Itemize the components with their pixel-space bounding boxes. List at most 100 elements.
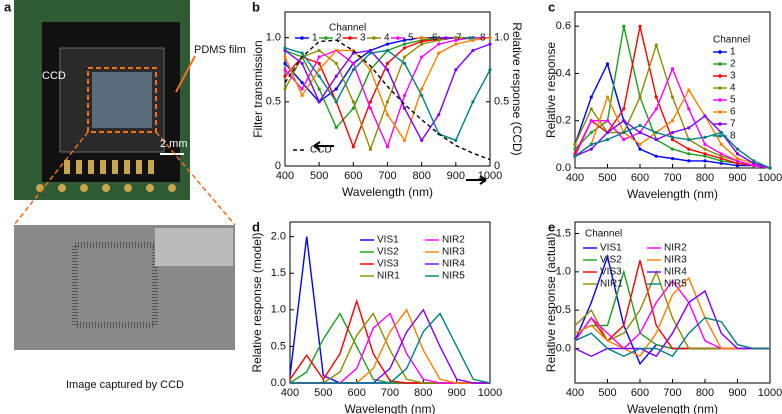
x-tick-label: 400 xyxy=(281,387,299,399)
legend-label: 8 xyxy=(730,131,736,142)
point xyxy=(437,113,441,117)
legend-label: NIR3 xyxy=(442,247,465,258)
point xyxy=(573,147,577,151)
legend-label: NIR1 xyxy=(377,271,400,282)
point xyxy=(638,95,642,99)
legend-title: Channel xyxy=(585,229,622,240)
point xyxy=(654,154,658,158)
point xyxy=(471,38,475,42)
point xyxy=(589,130,593,135)
point xyxy=(334,48,338,53)
point xyxy=(605,138,610,142)
point xyxy=(437,42,441,46)
point xyxy=(402,42,407,46)
x-tick-label: 1000 xyxy=(478,170,502,182)
point xyxy=(317,100,321,104)
axis-arrow xyxy=(466,175,487,185)
point xyxy=(687,138,691,142)
legend-marker xyxy=(718,98,722,102)
point xyxy=(454,138,458,142)
point xyxy=(605,130,610,135)
point xyxy=(351,100,355,104)
point xyxy=(488,42,492,46)
x-tick-label: 700 xyxy=(378,170,396,182)
y2-tick-label: 0.5 xyxy=(494,96,509,108)
legend-label: 6 xyxy=(432,33,438,44)
point xyxy=(317,68,321,72)
legend-label: NIR2 xyxy=(442,235,465,246)
point xyxy=(402,61,407,65)
legend-label: 7 xyxy=(456,33,462,44)
legend-marker xyxy=(718,110,722,114)
y-tick-label: 2.0 xyxy=(271,231,286,243)
point xyxy=(334,61,338,65)
point xyxy=(719,154,723,158)
legend-marker xyxy=(468,36,472,40)
point xyxy=(573,154,577,158)
point xyxy=(334,100,338,104)
y2-axis-label: Relative response (CCD) xyxy=(510,22,524,155)
point xyxy=(283,46,287,50)
point xyxy=(385,100,390,104)
series-line xyxy=(284,37,490,149)
point xyxy=(752,161,756,165)
point xyxy=(283,55,287,59)
point xyxy=(317,61,321,65)
y-tick-label: 0.5 xyxy=(266,96,281,108)
point xyxy=(471,48,475,53)
series-line xyxy=(284,37,491,142)
point xyxy=(654,130,658,135)
x-tick-label: 500 xyxy=(598,172,616,184)
point xyxy=(735,152,740,156)
legend-label: VIS2 xyxy=(377,247,399,258)
point xyxy=(768,166,772,170)
point xyxy=(454,68,458,72)
point xyxy=(351,106,355,110)
legend-label: 2 xyxy=(336,33,342,44)
ccd-label: CCD xyxy=(42,70,66,82)
point xyxy=(368,68,373,72)
x-tick-label: 900 xyxy=(447,387,465,399)
point xyxy=(703,142,707,146)
point xyxy=(719,142,723,146)
y-tick-label: 0.6 xyxy=(556,20,571,32)
point xyxy=(622,130,626,135)
point xyxy=(703,147,707,151)
y-tick-label: 1.0 xyxy=(556,266,571,278)
x-tick-label: 800 xyxy=(696,387,714,399)
legend-label: VIS1 xyxy=(377,235,399,246)
point xyxy=(420,55,424,59)
point xyxy=(670,119,675,123)
x-tick-label: 900 xyxy=(447,170,465,182)
y-tick-label: 0 xyxy=(275,160,281,172)
point xyxy=(402,46,407,50)
legend-marker xyxy=(420,36,424,40)
point xyxy=(589,95,593,99)
series-line xyxy=(574,317,770,358)
point xyxy=(368,51,373,55)
series-line xyxy=(284,37,490,149)
point xyxy=(454,38,458,42)
point xyxy=(687,107,691,111)
y-tick-label: 1.5 xyxy=(556,227,571,239)
point xyxy=(385,48,390,53)
x-tick-label: 700 xyxy=(663,387,681,399)
point xyxy=(283,61,287,65)
point xyxy=(638,24,642,28)
point xyxy=(589,142,593,146)
x-tick-label: 500 xyxy=(314,387,332,399)
x-axis-label: Wavelength (nm) xyxy=(342,185,433,199)
series-line xyxy=(290,312,491,384)
y-axis-label: Relative response (actual) xyxy=(544,233,558,372)
point xyxy=(317,48,321,53)
x-tick-label: 400 xyxy=(566,387,584,399)
point xyxy=(300,93,304,98)
point xyxy=(719,156,723,161)
y-tick-label: 1.5 xyxy=(271,267,286,279)
legend-label: NIR2 xyxy=(664,243,687,254)
legend-title: Channel xyxy=(329,23,366,34)
legend-label: 4 xyxy=(384,33,390,44)
point xyxy=(420,138,424,142)
point xyxy=(573,142,577,146)
point xyxy=(719,161,723,165)
